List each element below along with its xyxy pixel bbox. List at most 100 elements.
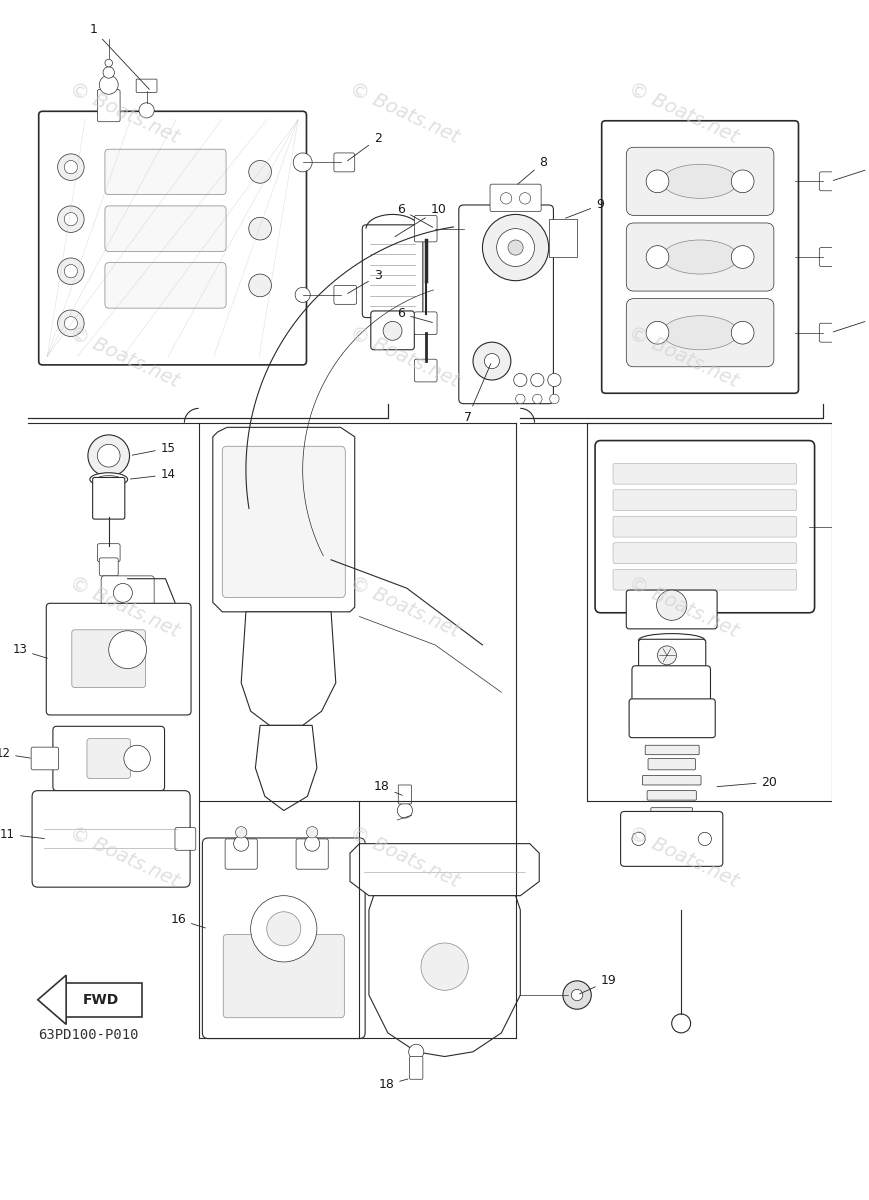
Circle shape — [563, 980, 591, 1009]
FancyBboxPatch shape — [334, 152, 355, 172]
FancyBboxPatch shape — [97, 90, 120, 121]
FancyBboxPatch shape — [415, 359, 437, 382]
Circle shape — [139, 103, 154, 118]
FancyBboxPatch shape — [334, 286, 356, 305]
Circle shape — [473, 342, 511, 380]
FancyBboxPatch shape — [639, 640, 706, 672]
Circle shape — [482, 215, 548, 281]
Circle shape — [732, 246, 754, 269]
Text: 13: 13 — [12, 643, 48, 659]
FancyBboxPatch shape — [223, 935, 344, 1018]
Circle shape — [114, 583, 132, 602]
Text: 6: 6 — [397, 307, 433, 323]
FancyBboxPatch shape — [651, 808, 693, 815]
Circle shape — [501, 193, 512, 204]
FancyBboxPatch shape — [645, 821, 700, 830]
Text: 19: 19 — [580, 974, 616, 994]
Text: © Boats.net: © Boats.net — [67, 574, 182, 641]
FancyBboxPatch shape — [53, 726, 164, 791]
Circle shape — [97, 444, 120, 467]
Text: © Boats.net: © Boats.net — [346, 574, 462, 641]
FancyBboxPatch shape — [601, 121, 799, 394]
Text: 2: 2 — [348, 132, 381, 161]
Text: 3: 3 — [348, 270, 381, 294]
Text: © Boats.net: © Boats.net — [626, 79, 741, 146]
Ellipse shape — [662, 240, 738, 274]
FancyBboxPatch shape — [39, 112, 307, 365]
Polygon shape — [548, 220, 577, 257]
FancyBboxPatch shape — [459, 205, 554, 403]
Circle shape — [57, 154, 84, 180]
FancyBboxPatch shape — [629, 698, 715, 738]
Text: © Boats.net: © Boats.net — [626, 823, 741, 890]
Ellipse shape — [639, 634, 705, 647]
FancyBboxPatch shape — [627, 590, 717, 629]
Circle shape — [508, 240, 523, 256]
Circle shape — [484, 354, 500, 368]
Polygon shape — [213, 427, 355, 612]
FancyBboxPatch shape — [175, 828, 196, 851]
Circle shape — [514, 373, 527, 386]
FancyBboxPatch shape — [627, 299, 774, 367]
Circle shape — [57, 310, 84, 336]
Circle shape — [647, 322, 669, 344]
Circle shape — [515, 395, 525, 403]
Text: © Boats.net: © Boats.net — [67, 823, 182, 890]
Text: 4: 4 — [833, 312, 869, 332]
FancyBboxPatch shape — [627, 223, 774, 292]
FancyBboxPatch shape — [415, 215, 437, 242]
Circle shape — [124, 745, 150, 772]
Text: 18: 18 — [378, 1079, 408, 1092]
Text: 16: 16 — [170, 913, 205, 928]
Ellipse shape — [662, 164, 738, 198]
Text: 9: 9 — [566, 198, 604, 218]
Circle shape — [250, 895, 317, 962]
Circle shape — [99, 76, 118, 95]
FancyBboxPatch shape — [105, 206, 226, 251]
Circle shape — [533, 395, 542, 403]
FancyBboxPatch shape — [371, 311, 415, 349]
FancyBboxPatch shape — [627, 148, 774, 215]
Circle shape — [267, 912, 301, 946]
Polygon shape — [369, 895, 521, 1056]
Text: © Boats.net: © Boats.net — [67, 79, 182, 146]
Text: 20: 20 — [717, 775, 778, 788]
Polygon shape — [350, 844, 540, 895]
Polygon shape — [255, 725, 317, 810]
Text: 10: 10 — [395, 203, 447, 236]
FancyBboxPatch shape — [650, 838, 694, 846]
FancyBboxPatch shape — [613, 516, 797, 538]
Text: 14: 14 — [130, 468, 176, 481]
FancyBboxPatch shape — [415, 312, 437, 335]
FancyBboxPatch shape — [72, 630, 146, 688]
Text: © Boats.net: © Boats.net — [346, 324, 462, 391]
Ellipse shape — [662, 316, 738, 349]
FancyBboxPatch shape — [99, 558, 118, 576]
FancyBboxPatch shape — [819, 172, 842, 191]
FancyBboxPatch shape — [222, 446, 345, 598]
Text: © Boats.net: © Boats.net — [346, 79, 462, 146]
Ellipse shape — [90, 473, 128, 486]
FancyBboxPatch shape — [93, 478, 125, 520]
Circle shape — [497, 229, 534, 266]
FancyBboxPatch shape — [620, 811, 723, 866]
Circle shape — [105, 59, 112, 67]
FancyBboxPatch shape — [648, 758, 695, 770]
FancyBboxPatch shape — [101, 576, 154, 610]
FancyBboxPatch shape — [31, 748, 58, 770]
Polygon shape — [37, 976, 66, 1025]
FancyBboxPatch shape — [613, 569, 797, 590]
Circle shape — [235, 827, 247, 838]
Text: © Boats.net: © Boats.net — [67, 324, 182, 391]
Circle shape — [672, 1014, 691, 1033]
Circle shape — [293, 152, 312, 172]
Circle shape — [547, 373, 561, 386]
FancyBboxPatch shape — [613, 542, 797, 564]
Text: 1: 1 — [90, 24, 149, 90]
Circle shape — [572, 989, 583, 1001]
Circle shape — [732, 170, 754, 193]
Circle shape — [657, 590, 687, 620]
Text: 18: 18 — [374, 780, 402, 796]
Circle shape — [109, 631, 147, 668]
Circle shape — [64, 264, 77, 278]
